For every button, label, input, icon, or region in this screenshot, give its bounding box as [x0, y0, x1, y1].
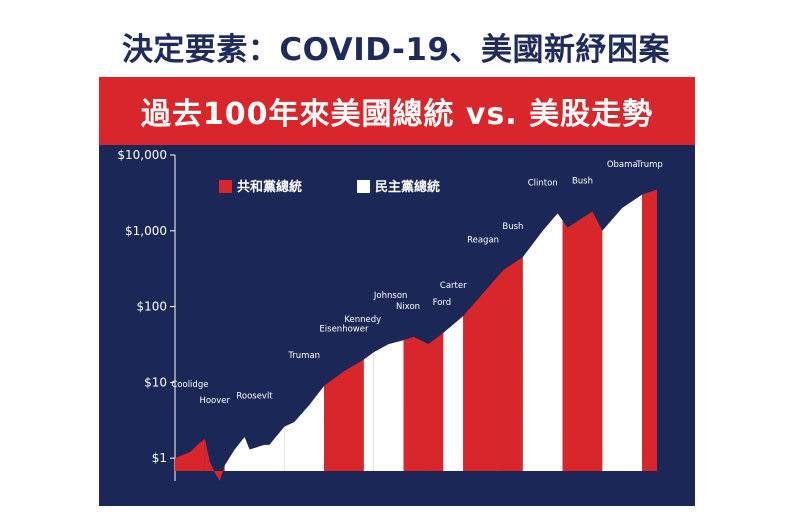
president-label: Obama [607, 160, 638, 170]
presidency-area [403, 336, 429, 471]
presidency-area [522, 213, 563, 471]
legend-label: 民主黨總統 [375, 179, 440, 195]
chart-panel: $1 $10 $100 $1,000 $10,000 Coolidge Hoover Roos… [99, 145, 695, 506]
presidency-area [324, 359, 364, 471]
president-label: Kennedy [344, 315, 381, 325]
presidency-area [642, 189, 657, 471]
president-label: Johnson [373, 291, 408, 301]
chart-title: 過去100年來美國總統 vs. 美股走勢 [99, 77, 695, 145]
presidency-area [428, 332, 444, 471]
presidency-area [224, 426, 285, 471]
legend-label: 共和黨總統 [237, 179, 302, 195]
chart-svg: $1 $10 $100 $1,000 $10,000 Coolidge Hoover Roos… [117, 148, 663, 481]
president-label: Hoover [199, 396, 230, 406]
president-label: Trump [635, 160, 663, 170]
legend-swatch [357, 180, 370, 193]
presidency-area [602, 194, 643, 471]
presidency-area [284, 385, 325, 471]
president-label: Carter [440, 281, 467, 291]
presidency-area [502, 257, 523, 471]
president-label: Bush [572, 176, 593, 186]
president-label: Bush [502, 222, 523, 232]
president-label: Ford [433, 298, 452, 308]
president-label: Nixon [396, 302, 420, 312]
president-label: Truman [287, 351, 320, 361]
president-label: Eisenhower [319, 325, 369, 335]
y-tick-label: $1 [152, 451, 167, 465]
president-label: Coolidge [171, 380, 208, 390]
y-tick-label: $100 [136, 300, 167, 314]
presidency-area [363, 352, 374, 471]
headline: 決定要素：COVID-19、美國新紓困案 [121, 32, 671, 68]
president-label: Roosevlt [236, 392, 273, 402]
y-tick-label: $10,000 [117, 148, 167, 162]
legend-swatch [219, 180, 232, 193]
presidency-area [562, 211, 603, 471]
y-tick-label: $1,000 [125, 224, 167, 238]
presidency-area [175, 438, 205, 471]
presidency-area [373, 340, 404, 471]
y-tick-label: $10 [144, 375, 167, 389]
president-label: Reagan [467, 235, 499, 245]
presidency-area [204, 438, 225, 481]
presidency-area [463, 270, 503, 471]
presidency-area [443, 316, 464, 471]
president-label: Clinton [528, 178, 558, 188]
